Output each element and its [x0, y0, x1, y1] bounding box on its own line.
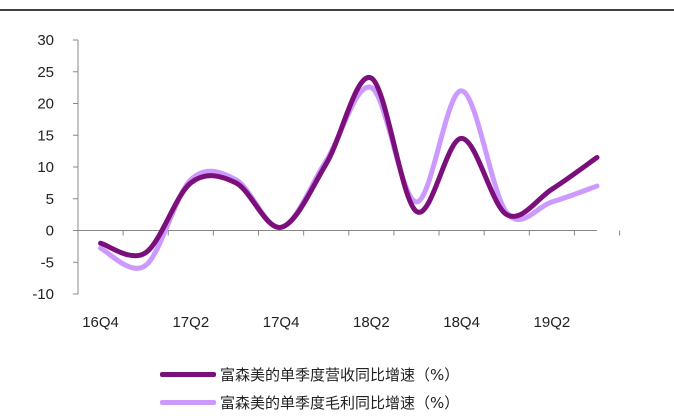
- axis-ticks: 30 25 20 15 10 5 0 -5 -10 16Q4 17Q2 17Q4 18Q2 18Q4 19Q…: [32, 32, 621, 331]
- legend-item-revenue: 富森美的单季度营收同比增速（%）: [160, 360, 459, 388]
- legend-swatch-revenue: [160, 371, 216, 377]
- y-tick-label: 20: [37, 96, 54, 113]
- y-tick-label: 5: [46, 191, 54, 208]
- legend-swatch-gross-profit: [160, 399, 216, 405]
- x-tick-label: 17Q4: [263, 314, 300, 331]
- x-tick-label: 16Q4: [82, 314, 119, 331]
- y-tick-label: 15: [37, 127, 54, 144]
- legend-item-gross-profit: 富森美的单季度毛利同比增速（%）: [160, 388, 459, 416]
- y-tick-label: -5: [41, 254, 54, 271]
- legend-label-gross-profit: 富森美的单季度毛利同比增速（%）: [220, 393, 460, 412]
- y-tick-label: -10: [32, 286, 54, 303]
- x-tick-label: 18Q2: [353, 314, 390, 331]
- y-tick-label: 0: [46, 223, 54, 240]
- y-tick-label: 10: [37, 159, 54, 176]
- series-line-revenue: [98, 75, 600, 259]
- x-tick-label: 19Q2: [534, 314, 571, 331]
- x-tick-label: 18Q4: [443, 314, 480, 331]
- legend: 富森美的单季度营收同比增速（%） 富森美的单季度毛利同比增速（%）: [160, 360, 459, 416]
- legend-label-revenue: 富森美的单季度营收同比增速（%）: [220, 365, 460, 384]
- y-tick-label: 25: [37, 64, 54, 81]
- series-layer: [98, 75, 600, 271]
- y-tick-label: 30: [37, 32, 54, 49]
- x-tick-label: 17Q2: [172, 314, 209, 331]
